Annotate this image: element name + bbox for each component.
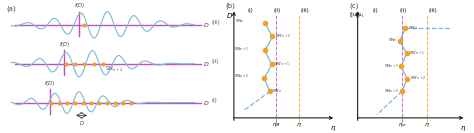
Text: $\mathrm{SN}'_{n+2}$: $\mathrm{SN}'_{n+2}$ (105, 65, 123, 74)
Text: $||u||_{L_1}$: $||u||_{L_1}$ (349, 11, 365, 20)
Text: $\mathrm{SN}'_n$: $\mathrm{SN}'_n$ (408, 24, 419, 32)
Point (90, 63, 97, 65)
Point (396, 40, 404, 42)
Text: (iii): (iii) (429, 8, 438, 13)
Point (87, 101, 94, 104)
Point (111, 101, 118, 104)
Text: $\mathrm{SN}_{n+1}$: $\mathrm{SN}_{n+1}$ (383, 62, 399, 70)
Point (403, 52, 410, 54)
Text: $D$: $D$ (203, 60, 210, 68)
Text: (a): (a) (7, 6, 17, 13)
Text: $\mathrm{SN}_{n+2}$: $\mathrm{SN}_{n+2}$ (384, 88, 399, 95)
Point (127, 101, 135, 104)
Text: (iii): (iii) (211, 20, 220, 25)
Point (266, 90, 274, 92)
Point (99, 63, 107, 65)
Point (398, 90, 405, 92)
Point (403, 78, 411, 80)
Text: $D$: $D$ (226, 11, 233, 20)
Text: $D$: $D$ (203, 21, 210, 29)
Point (80, 24, 87, 26)
Point (260, 77, 268, 79)
Text: $\mathrm{SN}'_{n+2}$: $\mathrm{SN}'_{n+2}$ (275, 32, 291, 40)
Text: (i): (i) (247, 8, 253, 13)
Point (81, 63, 88, 65)
Text: (i): (i) (372, 8, 378, 13)
Text: $\mathrm{SN}'_{n+1}$: $\mathrm{SN}'_{n+1}$ (274, 60, 290, 68)
Point (63, 101, 71, 104)
Text: $f(D)$: $f(D)$ (44, 79, 55, 88)
Text: (i): (i) (211, 98, 218, 103)
Text: $f(D)$: $f(D)$ (73, 1, 85, 10)
Text: $\eta_M$: $\eta_M$ (272, 121, 280, 129)
Point (71, 63, 79, 65)
Text: $\mathrm{SN}_n$: $\mathrm{SN}_n$ (388, 37, 397, 44)
Text: $\eta$: $\eta$ (330, 124, 336, 133)
Text: $\mathrm{SN}'_{n+2}$: $\mathrm{SN}'_{n+2}$ (410, 75, 426, 82)
Text: $D$: $D$ (203, 99, 210, 107)
Text: $\eta$: $\eta$ (296, 121, 302, 129)
Text: (ii): (ii) (273, 8, 281, 13)
Text: (b): (b) (226, 3, 236, 9)
Text: $\mathrm{SN}'_{n+1}$: $\mathrm{SN}'_{n+1}$ (409, 49, 425, 57)
Point (269, 35, 276, 37)
Text: $\mathrm{SN}'_n$: $\mathrm{SN}'_n$ (273, 88, 283, 95)
Point (119, 101, 127, 104)
Text: $D$: $D$ (79, 119, 84, 127)
Point (62, 63, 69, 65)
Point (95, 101, 102, 104)
Point (103, 101, 110, 104)
Point (55, 101, 63, 104)
Text: $\eta$: $\eta$ (460, 124, 466, 133)
Point (71, 101, 78, 104)
Text: $\eta_{sr}$: $\eta_{sr}$ (398, 121, 407, 129)
Point (79, 101, 86, 104)
Point (397, 65, 405, 67)
Text: (c): (c) (349, 3, 358, 9)
Text: $\mathrm{SN}_n$: $\mathrm{SN}_n$ (235, 18, 245, 25)
Text: $\mathrm{SN}_{n+2}$: $\mathrm{SN}_{n+2}$ (234, 73, 249, 80)
Point (268, 63, 275, 65)
Text: $\mathrm{SN}_{n+1}$: $\mathrm{SN}_{n+1}$ (235, 45, 250, 53)
Text: (ii): (ii) (211, 59, 219, 64)
Point (262, 21, 269, 24)
Point (401, 27, 409, 29)
Text: $f(D)$: $f(D)$ (59, 40, 70, 49)
Text: (ii): (ii) (400, 8, 407, 13)
Text: $\eta$: $\eta$ (424, 121, 430, 129)
Text: (iii): (iii) (301, 8, 310, 13)
Point (261, 49, 269, 51)
Point (47, 101, 55, 104)
